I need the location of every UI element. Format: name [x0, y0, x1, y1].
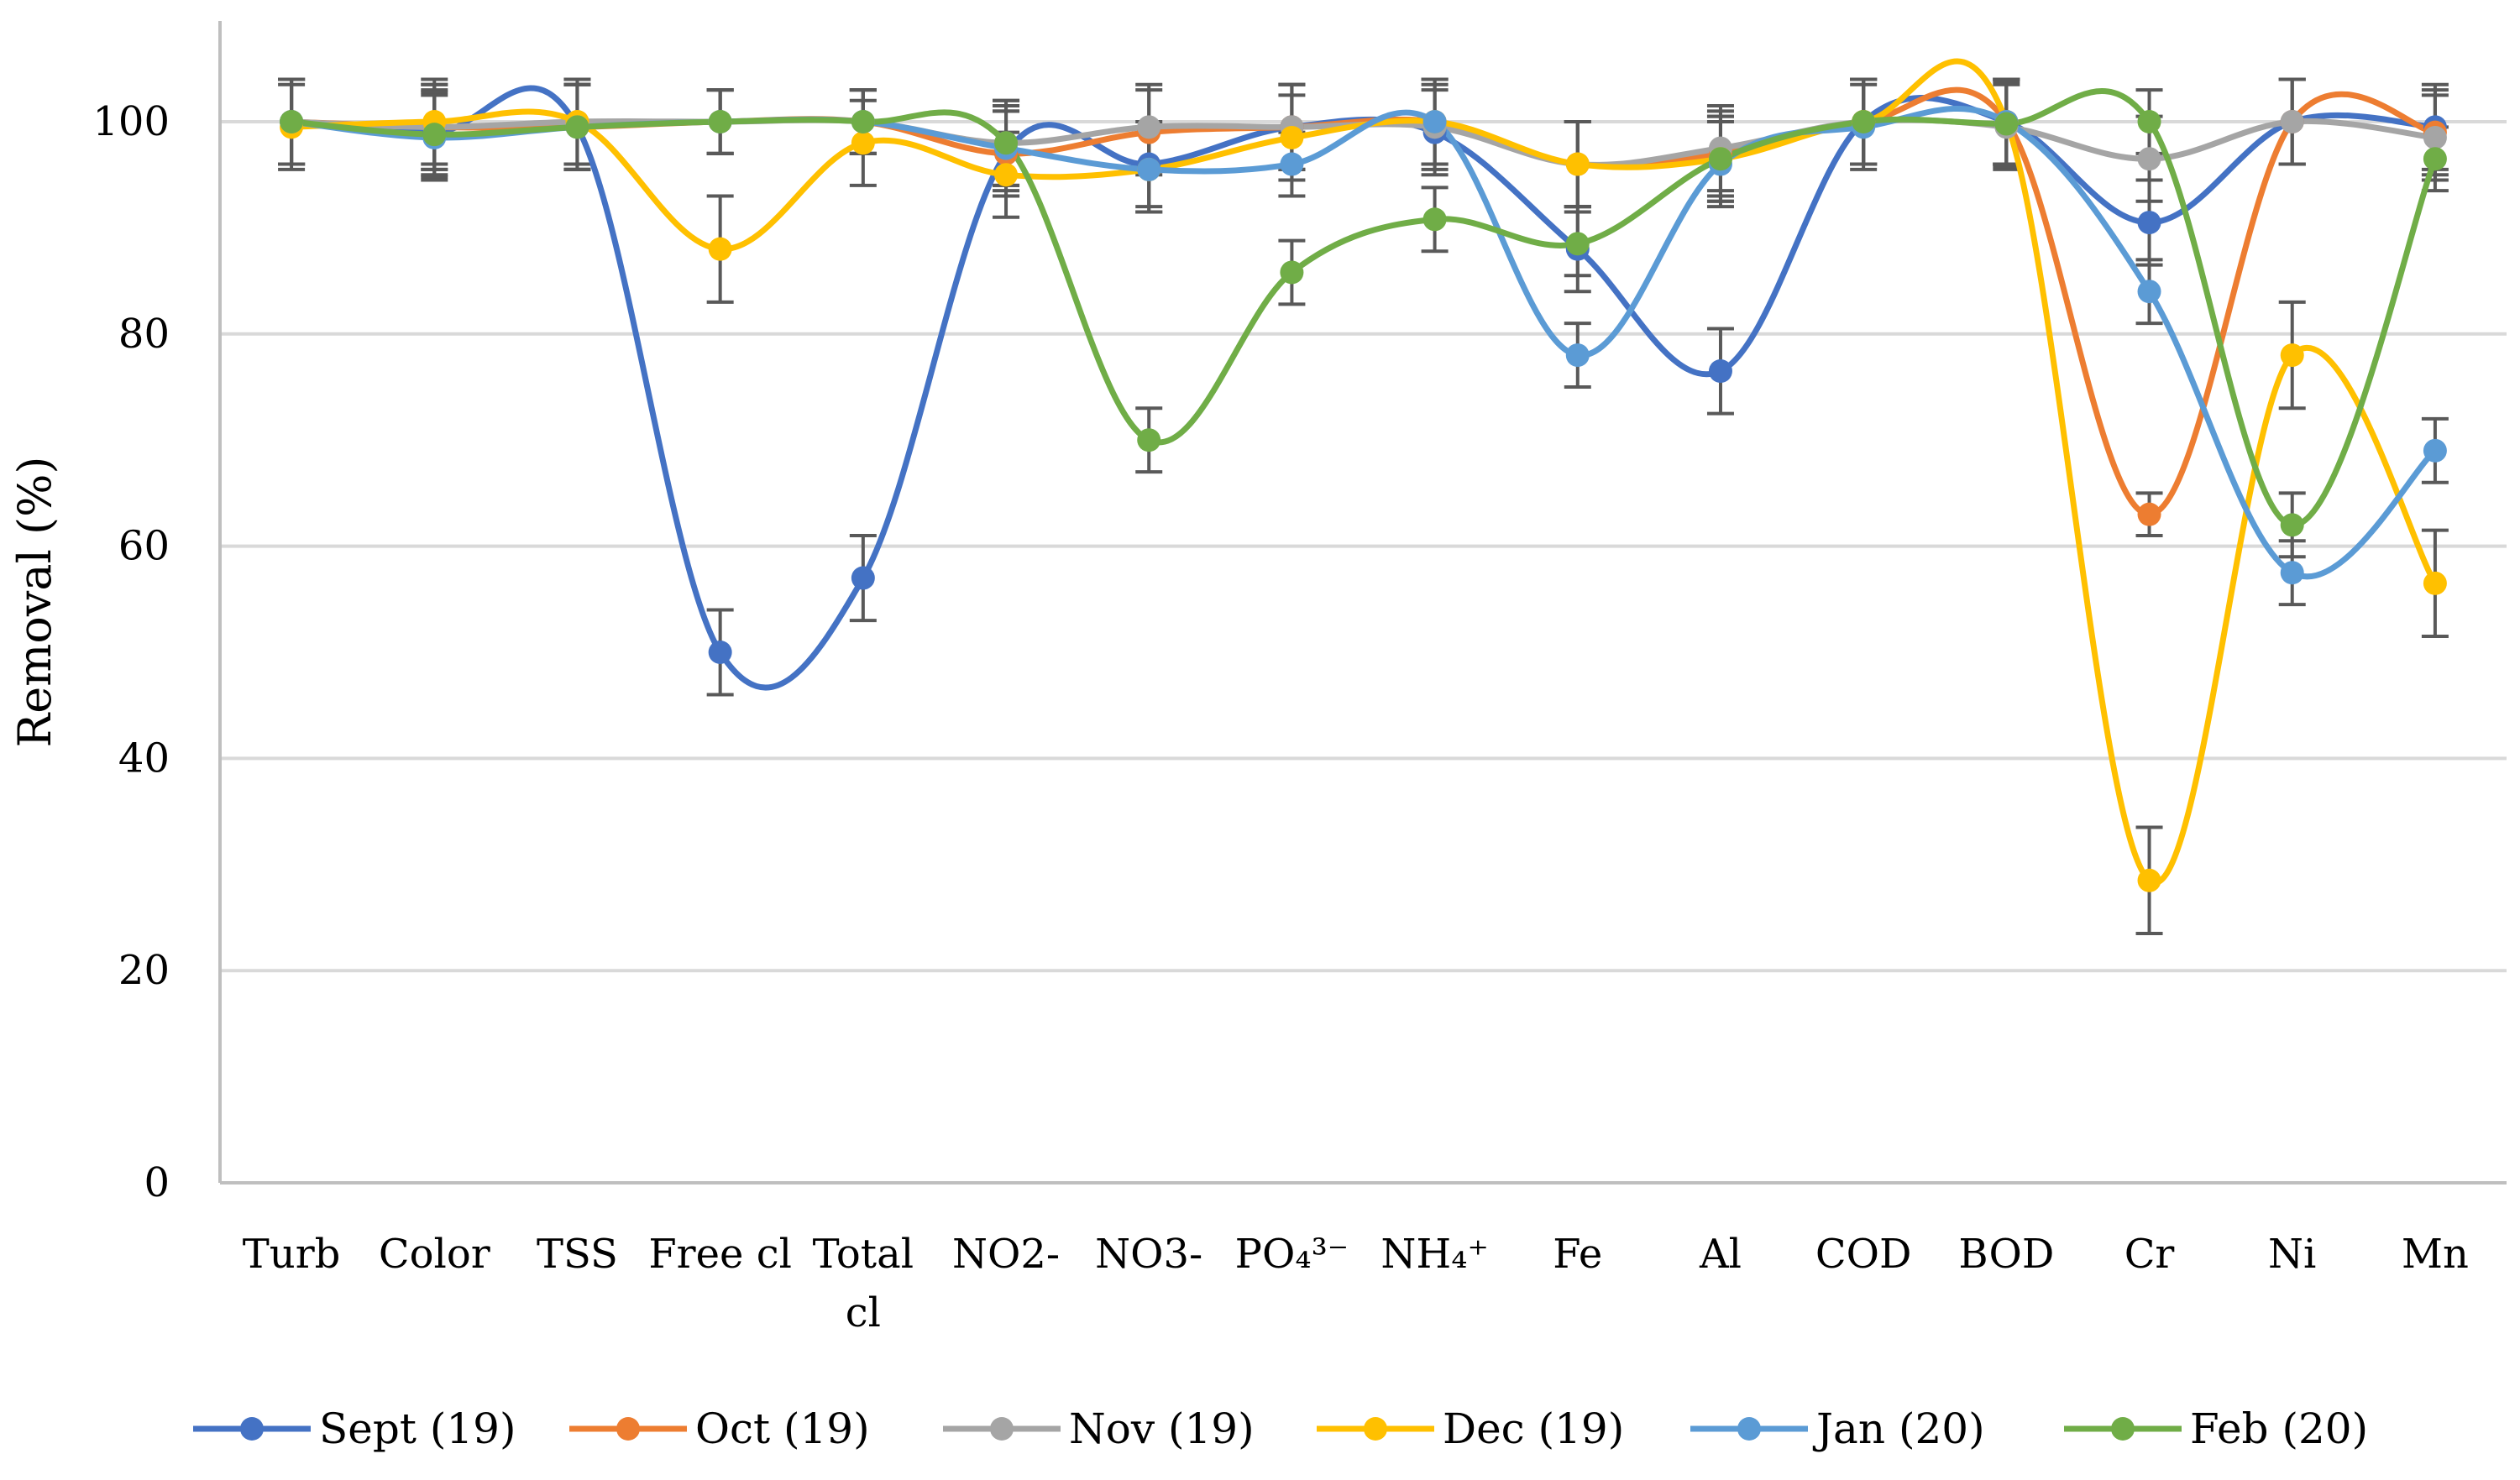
data-point [2423, 125, 2447, 149]
axis-layer [218, 21, 2507, 1185]
x-tick-label: Fe [1553, 1231, 1602, 1278]
legend-label: Oct (19) [695, 1404, 870, 1453]
y-tick-label: 0 [144, 1159, 170, 1206]
legend-marker [1737, 1417, 1761, 1441]
data-point [1280, 125, 1304, 149]
marker-layer [280, 110, 2447, 892]
data-point [565, 115, 589, 139]
series-line [288, 58, 2439, 886]
data-point [708, 641, 732, 664]
y-tick-label: 100 [92, 98, 170, 145]
data-point [2137, 110, 2161, 133]
data-point [851, 131, 875, 155]
series-line [288, 85, 2439, 691]
data-point [422, 123, 447, 147]
x-tick-label: Turb [243, 1231, 341, 1278]
legend-label: Jan (20) [1812, 1404, 1985, 1453]
data-point [1565, 232, 1590, 256]
data-point [2137, 280, 2161, 304]
legend-label: Nov (19) [1069, 1404, 1255, 1453]
y-tick-label: 80 [118, 311, 170, 358]
x-tick-label: TSS [537, 1231, 618, 1278]
data-point [851, 110, 875, 133]
data-point [1708, 359, 1732, 384]
data-point [1422, 110, 1447, 133]
x-tick-label-line2: cl [846, 1289, 881, 1336]
x-tick-label: PO₄³⁻ [1235, 1231, 1349, 1278]
data-point [851, 566, 875, 590]
data-point [2280, 561, 2304, 585]
data-point [1137, 157, 1161, 181]
x-tick-label: BOD [1958, 1231, 2054, 1278]
data-point [2280, 110, 2304, 133]
label-layer: 0 20 40 60 80 100 Removal (%) Turb Color TSS Free … [8, 98, 2469, 1336]
y-tick-label: 20 [118, 947, 170, 994]
x-tick-label: Color [379, 1231, 490, 1278]
series-line [288, 105, 2439, 580]
data-point [2280, 513, 2304, 537]
x-tick-label: Mn [2402, 1231, 2469, 1278]
legend-marker [1364, 1417, 1387, 1441]
legend: Sept (19) Oct (19) Nov (19) Dec (19) Jan (20… [193, 1404, 2368, 1453]
x-tick-label: Ni [2268, 1231, 2316, 1278]
data-point [2280, 343, 2304, 368]
data-point [1565, 343, 1590, 368]
data-point [2137, 502, 2161, 526]
legend-marker [616, 1417, 640, 1441]
legend-label: Sept (19) [319, 1404, 516, 1453]
grid-layer [220, 120, 2507, 973]
data-point [1137, 428, 1161, 452]
x-tick-label: NO3- [1095, 1231, 1202, 1278]
data-point [2423, 571, 2447, 595]
data-point [1852, 110, 1876, 133]
x-tick-label: Free cl [648, 1231, 792, 1278]
legend-marker [990, 1417, 1014, 1441]
x-tick-label: NH₄⁺ [1380, 1231, 1488, 1278]
legend-marker [240, 1417, 264, 1441]
data-point [2137, 147, 2161, 171]
x-tick-label: COD [1815, 1231, 1912, 1278]
y-tick-label: 40 [118, 735, 170, 782]
data-point [1994, 112, 2019, 136]
data-point [994, 163, 1019, 187]
data-point [1280, 260, 1304, 285]
data-point [2137, 211, 2161, 235]
data-point [708, 237, 732, 261]
data-point [280, 110, 304, 133]
data-point [2423, 147, 2447, 171]
legend-label: Dec (19) [1443, 1404, 1624, 1453]
x-tick-label: Cr [2124, 1231, 2175, 1278]
x-tick-label: NO2- [952, 1231, 1060, 1278]
data-point [994, 131, 1019, 155]
data-point [1422, 207, 1447, 232]
data-point [1280, 152, 1304, 176]
y-axis-label: Removal (%) [8, 457, 61, 748]
y-tick-label: 60 [118, 523, 170, 570]
data-point [1708, 147, 1732, 171]
legend-marker [2111, 1417, 2135, 1441]
data-point [708, 110, 732, 133]
x-tick-label: Al [1699, 1231, 1742, 1278]
data-point [1137, 115, 1161, 139]
legend-label: Feb (20) [2190, 1404, 2368, 1453]
data-point [1565, 152, 1590, 176]
data-point [2137, 868, 2161, 892]
data-point [2423, 438, 2447, 463]
x-tick-label: Total [813, 1231, 914, 1278]
